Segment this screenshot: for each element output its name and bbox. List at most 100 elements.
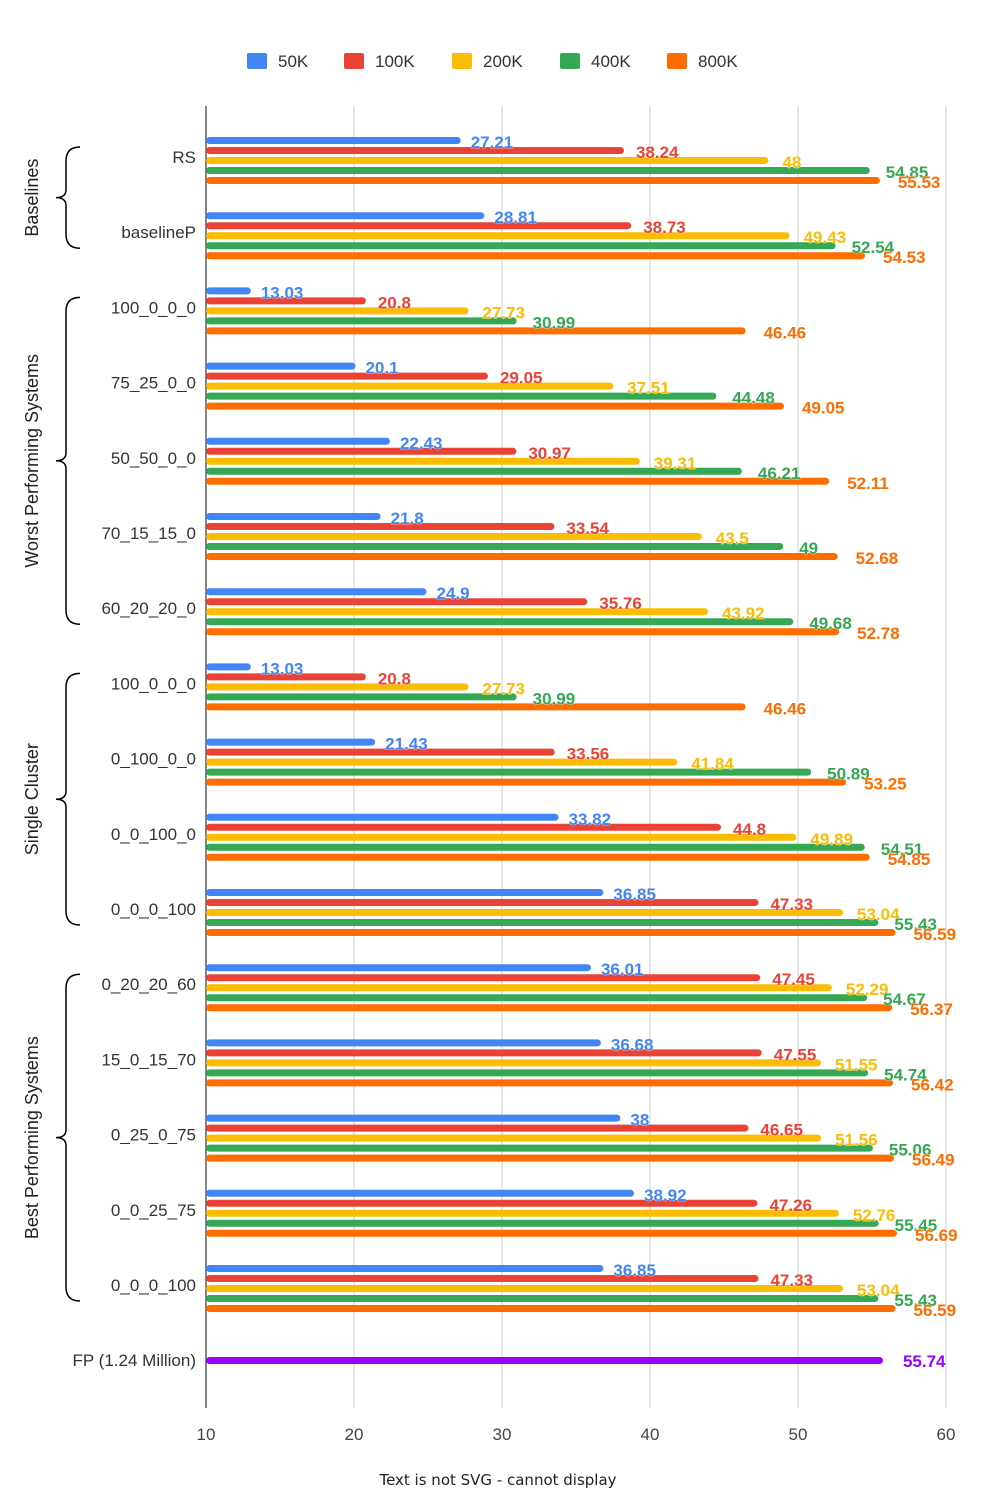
group-bracket [55, 973, 81, 1302]
bar-50K [206, 663, 251, 671]
bar-100K [206, 823, 722, 831]
data-label-400K: 49.68 [809, 614, 852, 633]
legend-swatch-400K [560, 53, 580, 69]
data-label-200K: 37.51 [627, 379, 670, 398]
data-label-800K: 52.11 [847, 474, 889, 493]
data-label-800K: 54.53 [883, 248, 926, 267]
bar-50K [206, 287, 251, 295]
bar-100K [206, 598, 588, 606]
data-label-800K: 52.68 [856, 549, 899, 568]
data-label-800K: 56.59 [914, 925, 957, 944]
data-label-400K: 55.45 [895, 1216, 938, 1235]
data-label-200K: 43.92 [722, 604, 765, 623]
legend-swatch-200K [452, 53, 472, 69]
legend-label-100K: 100K [375, 52, 415, 71]
data-label-100K: 47.45 [772, 970, 815, 989]
bar-100K [206, 899, 759, 906]
group-bracket [55, 296, 81, 625]
category-label: 70_15_15_0 [101, 524, 196, 543]
data-label-100K: 38.73 [643, 218, 686, 237]
bar-800K [206, 1229, 898, 1237]
data-label-800K: 52.78 [857, 624, 900, 643]
data-label-400K: 46.21 [758, 464, 801, 483]
data-label-50K: 22.43 [400, 434, 443, 453]
bar-400K [206, 167, 870, 174]
bar-50K [206, 437, 390, 445]
category-label-fp: FP (1.24 Million) [73, 1351, 196, 1370]
data-label-200K: 48 [782, 153, 801, 172]
bar-200K [206, 1209, 839, 1217]
data-label-200K: 53.04 [857, 905, 900, 924]
bar-200K [206, 1134, 822, 1142]
bar-400K [206, 392, 717, 400]
bar-800K [206, 402, 784, 410]
data-label-200K: 53.04 [857, 1281, 900, 1300]
legend-label-50K: 50K [278, 52, 309, 71]
bar-800K [206, 929, 896, 936]
data-label-50K: 24.9 [437, 584, 470, 603]
data-label-100K: 33.56 [567, 745, 610, 764]
bar-100K [206, 1049, 762, 1057]
bars [206, 137, 898, 1364]
bar-200K [206, 833, 797, 841]
data-label-200K: 43.5 [716, 529, 749, 548]
data-label-50K: 28.81 [494, 208, 537, 227]
bar-50K [206, 889, 604, 896]
data-label-50K: 13.03 [261, 283, 304, 302]
category-label: 0_25_0_75 [111, 1126, 196, 1145]
data-label-100K: 47.26 [769, 1196, 812, 1215]
data-label-200K: 39.31 [654, 454, 697, 473]
bar-200K [206, 307, 469, 315]
category-label: 0_0_0_100 [111, 1276, 196, 1295]
bar-800K [206, 853, 870, 861]
data-label-400K: 54.85 [886, 163, 929, 182]
bar-50K [206, 1189, 635, 1197]
bar-50K [206, 362, 356, 370]
bar-50K [206, 813, 559, 821]
data-label-400K: 54.74 [884, 1065, 927, 1084]
category-label: 0_20_20_60 [101, 975, 196, 994]
data-label-800K: 53.25 [864, 775, 907, 794]
footer-note: Text is not SVG - cannot display [379, 1471, 617, 1489]
bar-200K [206, 533, 702, 540]
data-label-100K: 44.8 [733, 820, 766, 839]
data-label-400K: 50.89 [827, 765, 870, 784]
bar-400K [206, 1144, 873, 1152]
data-label-50K: 21.43 [385, 735, 428, 754]
bar-200K [206, 457, 640, 465]
x-tick-label: 50 [789, 1425, 808, 1444]
bar-400K [206, 543, 784, 550]
legend-swatch-800K [667, 53, 687, 69]
data-label-50K: 36.01 [601, 960, 644, 979]
bar-800K [206, 252, 866, 260]
category-label: 0_0_25_75 [111, 1201, 196, 1220]
bar-50K [206, 738, 376, 746]
data-label-50K: 38.92 [644, 1186, 687, 1205]
group-label: Worst Performing Systems [22, 354, 42, 568]
bar-800K [206, 477, 830, 485]
bar-400K [206, 1069, 869, 1077]
category-label: 100_0_0_0 [111, 298, 196, 317]
category-label: 100_0_0_0 [111, 674, 196, 693]
bar-200K [206, 1059, 821, 1067]
bar-200K [206, 1285, 843, 1292]
bar-100K [206, 222, 632, 230]
category-label: 15_0_15_70 [101, 1050, 196, 1069]
data-label-800K: 56.49 [912, 1151, 955, 1170]
category-label: 0_100_0_0 [111, 750, 196, 769]
data-label-400K: 55.43 [894, 915, 937, 934]
data-label-800K: 46.46 [764, 323, 807, 342]
data-label-800K: 49.05 [802, 399, 845, 418]
bar-400K [206, 768, 812, 776]
data-label-400K: 44.48 [732, 389, 775, 408]
bar-100K [206, 1124, 749, 1132]
group-label: Single Cluster [22, 743, 42, 855]
data-label-200K: 51.55 [835, 1055, 878, 1074]
bar-fp [206, 1357, 883, 1364]
data-label-50K: 38 [630, 1111, 649, 1130]
data-label-200K: 52.29 [846, 980, 889, 999]
bar-400K [206, 919, 879, 926]
bar-100K [206, 372, 488, 380]
data-label-50K: 36.85 [613, 885, 656, 904]
bar-800K [206, 1004, 893, 1012]
